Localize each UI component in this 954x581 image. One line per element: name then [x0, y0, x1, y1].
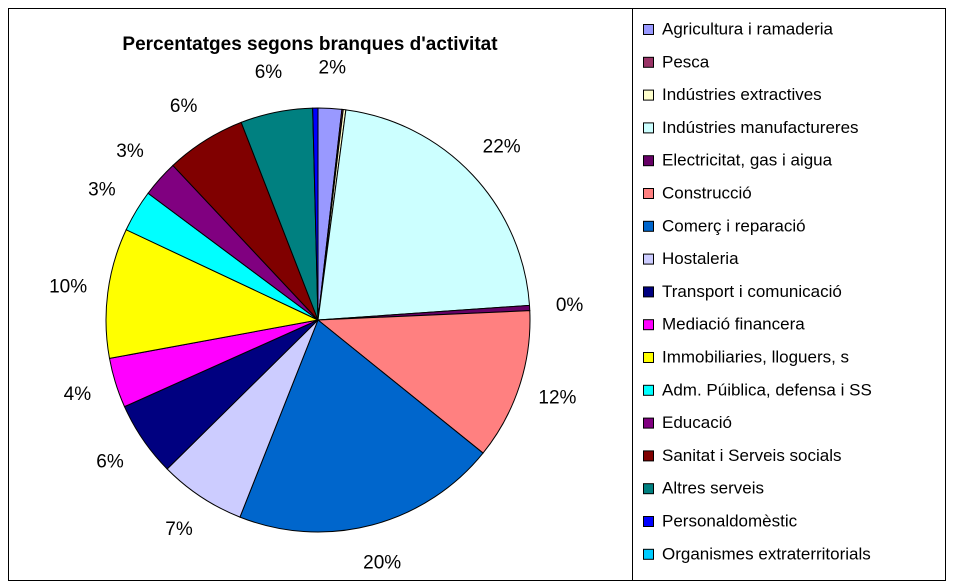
data-label: 3%	[116, 141, 144, 162]
legend-label: Altres serveis	[662, 479, 764, 498]
legend-swatch	[643, 450, 654, 462]
data-label: 22%	[483, 137, 521, 158]
legend-swatch	[643, 122, 654, 134]
legend-label: Agricultura i ramaderia	[662, 19, 834, 38]
legend-swatch	[643, 384, 654, 396]
legend-swatch	[643, 548, 654, 560]
legend-swatch	[643, 319, 654, 331]
data-label: 7%	[165, 519, 193, 540]
data-label: 0%	[556, 295, 584, 316]
legend-swatch	[643, 89, 654, 101]
legend-label: Personaldomèstic	[662, 511, 798, 530]
legend-swatch	[643, 155, 654, 167]
legend-swatch	[643, 24, 654, 35]
legend-label: Mediació financera	[662, 315, 805, 334]
pie-slice	[105, 229, 320, 359]
legend-label: Sanitat i Serveis socials	[662, 446, 842, 465]
pie-slice	[239, 319, 484, 533]
pie-slice	[317, 109, 531, 321]
legend-label: Hostaleria	[662, 249, 739, 268]
legend-label: Indústries manufactureres	[662, 118, 859, 137]
legend-swatch	[643, 188, 654, 199]
legend-swatch	[643, 220, 654, 232]
data-label: 2%	[319, 57, 347, 78]
legend-label: Electricitat, gas i aigua	[662, 151, 833, 170]
pie-slice	[316, 310, 531, 454]
legend-label: Immobiliaries, lloguers, s	[662, 347, 849, 366]
legend-swatch	[643, 286, 654, 298]
legend-label: Comerç i reparació	[662, 216, 806, 235]
legend-swatch	[643, 56, 654, 68]
legend-swatch	[643, 483, 654, 495]
data-label: 4%	[64, 384, 92, 405]
data-label: 6%	[255, 62, 283, 83]
data-label: 12%	[538, 388, 576, 409]
legend-label: Indústries extractives	[662, 85, 822, 104]
legend-label: Adm. Púiblica, defensa i SS	[662, 380, 872, 399]
data-label: 20%	[363, 553, 401, 574]
legend-label: Educació	[662, 413, 732, 432]
legend-swatch	[643, 516, 654, 527]
legend-label: Construcció	[662, 183, 752, 202]
legend-label: Transport i comunicació	[662, 282, 842, 301]
chart-title: Percentatges segons branques d'activitat	[122, 34, 498, 55]
data-label: 6%	[96, 451, 124, 472]
legend-label: Pesca	[662, 52, 710, 71]
data-label: 3%	[88, 179, 116, 200]
legend-label: Organismes extraterritorials	[662, 544, 871, 563]
data-label: 10%	[49, 277, 87, 298]
data-label: 6%	[170, 96, 198, 117]
legend-swatch	[643, 417, 654, 429]
legend-swatch	[643, 352, 654, 363]
legend-swatch	[643, 253, 654, 265]
